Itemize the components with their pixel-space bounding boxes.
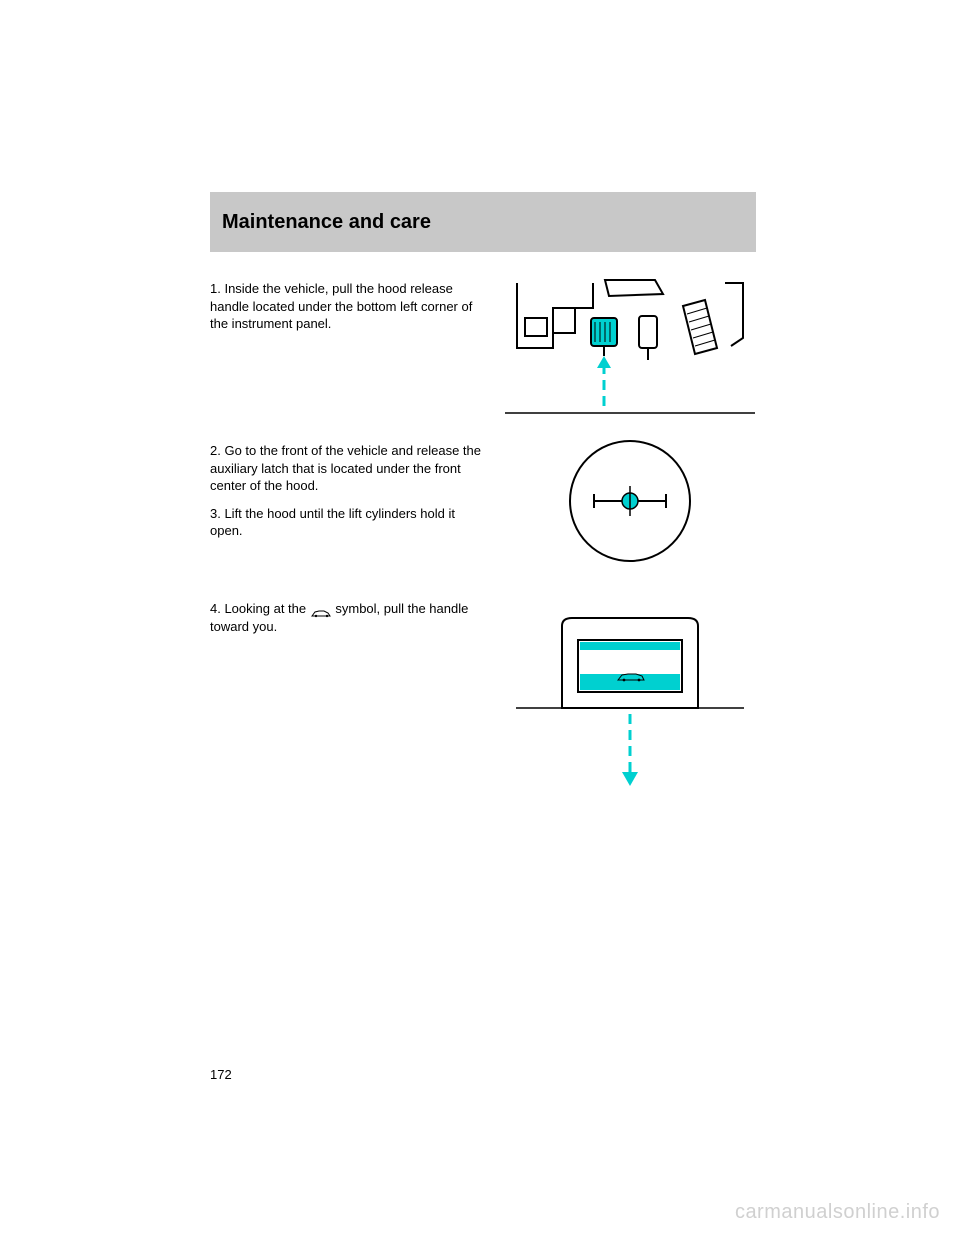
figure-latch-circle [516, 436, 744, 566]
figure-hood-release-pedal [505, 278, 755, 428]
car-hood-icon [310, 605, 332, 615]
content-column-2: 2. Go to the front of the vehicle and re… [210, 442, 490, 550]
watermark: carmanualsonline.info [735, 1201, 940, 1224]
paragraph-1: 1. Inside the vehicle, pull the hood rel… [210, 280, 490, 333]
paragraph-4: 4. Looking at the symbol, pull the handl… [210, 600, 490, 635]
content-column-3: 4. Looking at the symbol, pull the handl… [210, 600, 490, 645]
figure-hood-handle [516, 616, 744, 796]
paragraph-3: 3. Lift the hood until the lift cylinder… [210, 505, 490, 540]
page-number: 172 [210, 1067, 232, 1082]
paragraph-4a: 4. Looking at the [210, 601, 310, 616]
section-header-bar: Maintenance and care [210, 192, 756, 252]
paragraph-2: 2. Go to the front of the vehicle and re… [210, 442, 490, 495]
section-title: Maintenance and care [222, 211, 431, 234]
page: Maintenance and care 1. Inside the vehic… [0, 0, 960, 1242]
content-column: 1. Inside the vehicle, pull the hood rel… [210, 280, 490, 343]
